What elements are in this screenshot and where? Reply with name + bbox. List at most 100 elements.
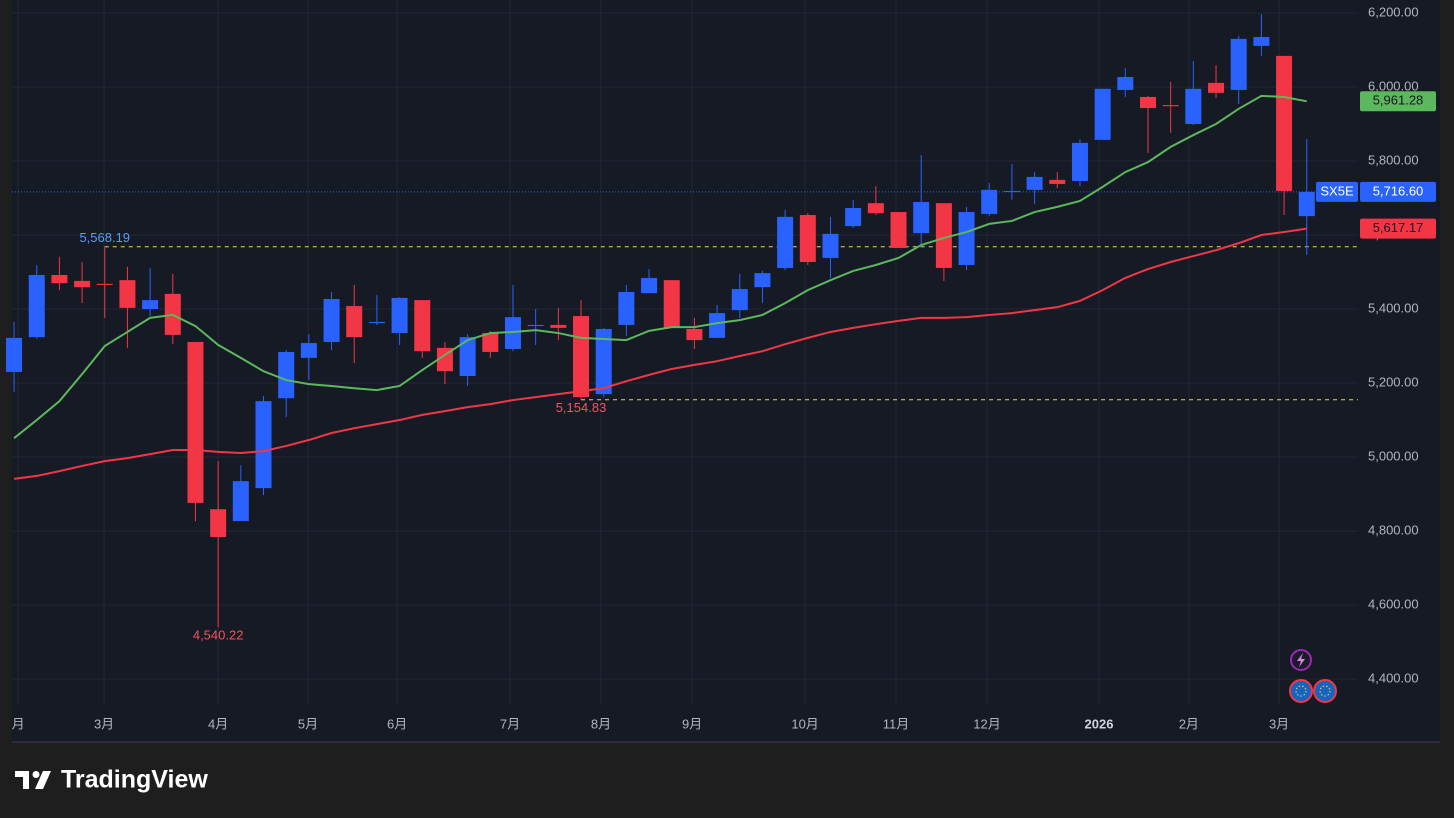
candle-body [935,203,952,268]
candle-body [391,297,408,334]
y-tick-label: 5,200.00 [1368,374,1419,389]
brand-logo [15,771,51,789]
candle-body [232,481,249,522]
x-tick-label: 3月 [1269,716,1289,731]
x-tick-label: 10月 [791,716,818,731]
candle-body [1230,38,1247,90]
candle-body [1276,55,1293,191]
candle-body [1026,176,1043,190]
x-tick-label: 2026 [1085,716,1114,731]
x-tick-label: 3月 [94,716,114,731]
candle-body [1003,190,1020,193]
candle-body [210,509,227,537]
x-tick-label: 9月 [682,716,702,731]
logo-shape [32,771,40,778]
candle-body [346,306,363,338]
candle-body [1208,82,1225,93]
candle-body [323,299,340,342]
candle-body [618,291,635,325]
event-icons [1289,649,1337,703]
candle-body [459,337,476,376]
candle-body [1117,76,1134,90]
x-tick-label: 4月 [208,716,228,731]
candle-body [74,280,91,288]
candle-body [28,274,45,338]
event-icon-glyph [1319,685,1331,697]
candle-body [867,203,884,214]
price-tag [1360,91,1436,112]
candle-body [958,212,975,265]
moving-average [13,94,1307,439]
chart-background [12,0,1440,742]
extreme-label: 5,568.19 [79,230,130,245]
extreme-label: 4,540.22 [193,628,244,643]
y-tick-label: 4,800.00 [1368,523,1419,538]
candle-body [504,317,521,349]
candle-body [754,273,771,288]
price-tag-label: 5,716.60 [1373,183,1424,198]
candle-body [663,280,680,328]
candle-body [278,351,295,399]
candle-body [686,329,703,341]
event-icon[interactable] [1289,679,1313,703]
logo-shape [15,771,29,789]
x-tick-label: 5月 [298,716,318,731]
price-tag [1360,181,1436,202]
candle-body [1071,142,1088,181]
price-tag-label: 5,617.17 [1373,220,1424,235]
candle-body [550,324,567,328]
candle-body [436,347,453,372]
candle-body [527,324,544,327]
moving-average [13,227,1307,480]
candle-body [96,283,113,285]
y-tick-label: 5,400.00 [1368,300,1419,315]
candle-body [300,343,317,358]
candle-body [1185,88,1202,124]
event-icon-glyph [1295,685,1307,697]
candle-body [187,341,204,503]
candle-body [822,233,839,258]
extreme-label: 5,154.83 [556,400,607,415]
plot: 5,568.19 5,154.83 4,540.22 5,961.28 5,617.17… [6,14,1436,643]
candle-body [255,401,272,489]
candle-body [119,280,136,308]
candle-body [368,321,385,324]
price-tag [1360,218,1436,239]
candle-body [1139,96,1156,109]
candle-body [1253,37,1270,46]
x-tick-label: 7月 [500,716,520,731]
candle-body [641,277,658,294]
y-tick-label: 6,000.00 [1368,78,1419,93]
symbol-tag-label: SX5E [1320,183,1354,198]
candle-body [142,300,159,310]
candle-body [731,289,748,311]
symbol-tag [1316,181,1358,202]
candle-body [890,212,907,248]
candle-body [6,337,23,372]
x-tick-label: 12月 [973,716,1000,731]
candle-body [777,216,794,268]
logo-shape [35,771,51,789]
candle-body [799,215,816,263]
candle-body [482,333,499,352]
x-tick-label: 6月 [387,716,407,731]
price-tag-label: 5,961.28 [1373,93,1424,108]
candle-body [1094,88,1111,140]
y-tick-label: 5,000.00 [1368,448,1419,463]
y-tick-label: 4,400.00 [1368,671,1419,686]
candle-body [51,274,68,284]
candle-body [1162,105,1179,107]
candle-body [595,329,612,395]
event-icon[interactable] [1313,679,1337,703]
brand-name: TradingView [61,766,208,794]
candle-body [709,313,726,338]
candle-body [845,207,862,227]
x-tick-label: 11月 [883,716,910,731]
candle-body [981,189,998,214]
y-tick-label: 6,200.00 [1368,4,1419,19]
y-tick-label: 5,800.00 [1368,152,1419,167]
candle-body [573,316,590,398]
x-tick-label: 月 [12,716,25,731]
